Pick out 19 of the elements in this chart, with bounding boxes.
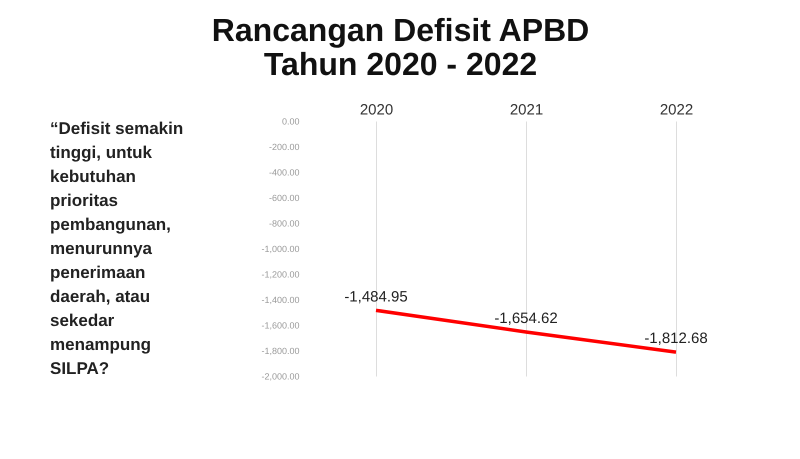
y-tick-label: -1,600.00 [261, 320, 300, 330]
x-tick-label: 2021 [510, 102, 544, 118]
y-tick-label: -1,400.00 [261, 295, 300, 305]
y-tick-label: -800.00 [268, 218, 300, 228]
y-tick-label: -1,200.00 [261, 270, 300, 280]
y-tick-label: -600.00 [268, 193, 300, 203]
text: “Defisit semakin tinggi, untuk kebutuhan prioritas pembangunan, menurunnya penerimaan daerah, atau sekedar menampung SILPA? [50, 119, 184, 378]
y-tick-label: -1,800.00 [261, 346, 300, 356]
data-label: -1,812.68 [644, 330, 708, 348]
data-label: -1,484.95 [344, 288, 408, 306]
chart-title: Rancangan Defisit APBD Tahun 2020 - 2022 [212, 12, 590, 82]
y-tick-label: 0.00 [282, 116, 300, 126]
y-tick-label: -400.00 [268, 168, 300, 178]
x-tick-label: 2020 [360, 102, 394, 118]
data-label: -1,654.62 [494, 310, 558, 327]
y-tick-label: -200.00 [268, 142, 300, 152]
y-tick-label: -1,000.00 [261, 244, 300, 254]
y-tick-label: -2,000.00 [261, 372, 300, 382]
x-tick-label: 2022 [660, 102, 694, 118]
